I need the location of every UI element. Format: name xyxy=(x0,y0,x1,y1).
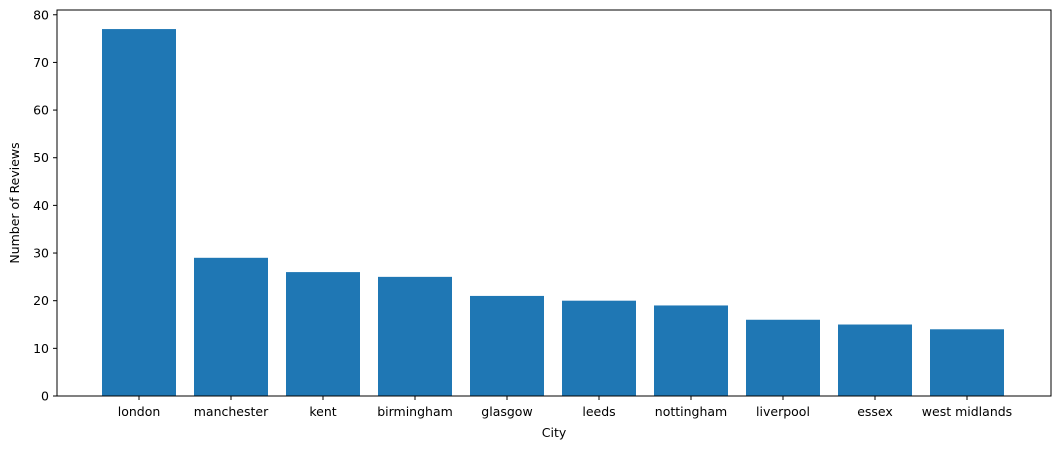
bar-manchester xyxy=(194,257,268,396)
bar-birmingham xyxy=(378,276,452,396)
plot-frame xyxy=(56,9,1052,397)
bar-west-midlands xyxy=(930,329,1004,396)
x-tick-label: london xyxy=(118,404,161,419)
bar-essex xyxy=(838,324,912,396)
x-tick-label: west midlands xyxy=(922,404,1012,419)
x-axis-ticks: london manchester kent birmingham glasgow lee… xyxy=(118,396,1012,419)
y-tick-label: 0 xyxy=(41,389,49,404)
y-axis-label: Number of Reviews xyxy=(7,142,22,263)
x-tick-label: glasgow xyxy=(481,404,532,419)
bar-glasgow xyxy=(470,295,544,396)
x-tick-label: leeds xyxy=(582,404,615,419)
y-tick-label: 50 xyxy=(33,150,49,165)
bars-group xyxy=(102,29,1004,396)
x-axis-label: City xyxy=(542,425,567,440)
bar-kent xyxy=(286,272,360,396)
bar-nottingham xyxy=(654,305,728,396)
y-tick-label: 80 xyxy=(33,7,49,22)
x-tick-label: birmingham xyxy=(377,404,453,419)
bar-london xyxy=(102,29,176,396)
y-tick-label: 30 xyxy=(33,246,49,261)
x-tick-label: nottingham xyxy=(655,404,727,419)
y-tick-label: 40 xyxy=(33,198,49,213)
x-tick-label: essex xyxy=(857,404,893,419)
x-tick-label: manchester xyxy=(194,404,269,419)
y-tick-label: 60 xyxy=(33,103,49,118)
bar-liverpool xyxy=(746,319,820,396)
x-tick-label: kent xyxy=(309,404,336,419)
y-tick-label: 20 xyxy=(33,293,49,308)
y-tick-label: 10 xyxy=(33,341,49,356)
y-axis-ticks: 0 10 20 30 40 50 60 70 80 xyxy=(33,7,57,404)
bar-leeds xyxy=(562,300,636,396)
x-tick-label: liverpool xyxy=(756,404,810,419)
y-tick-label: 70 xyxy=(33,55,49,70)
